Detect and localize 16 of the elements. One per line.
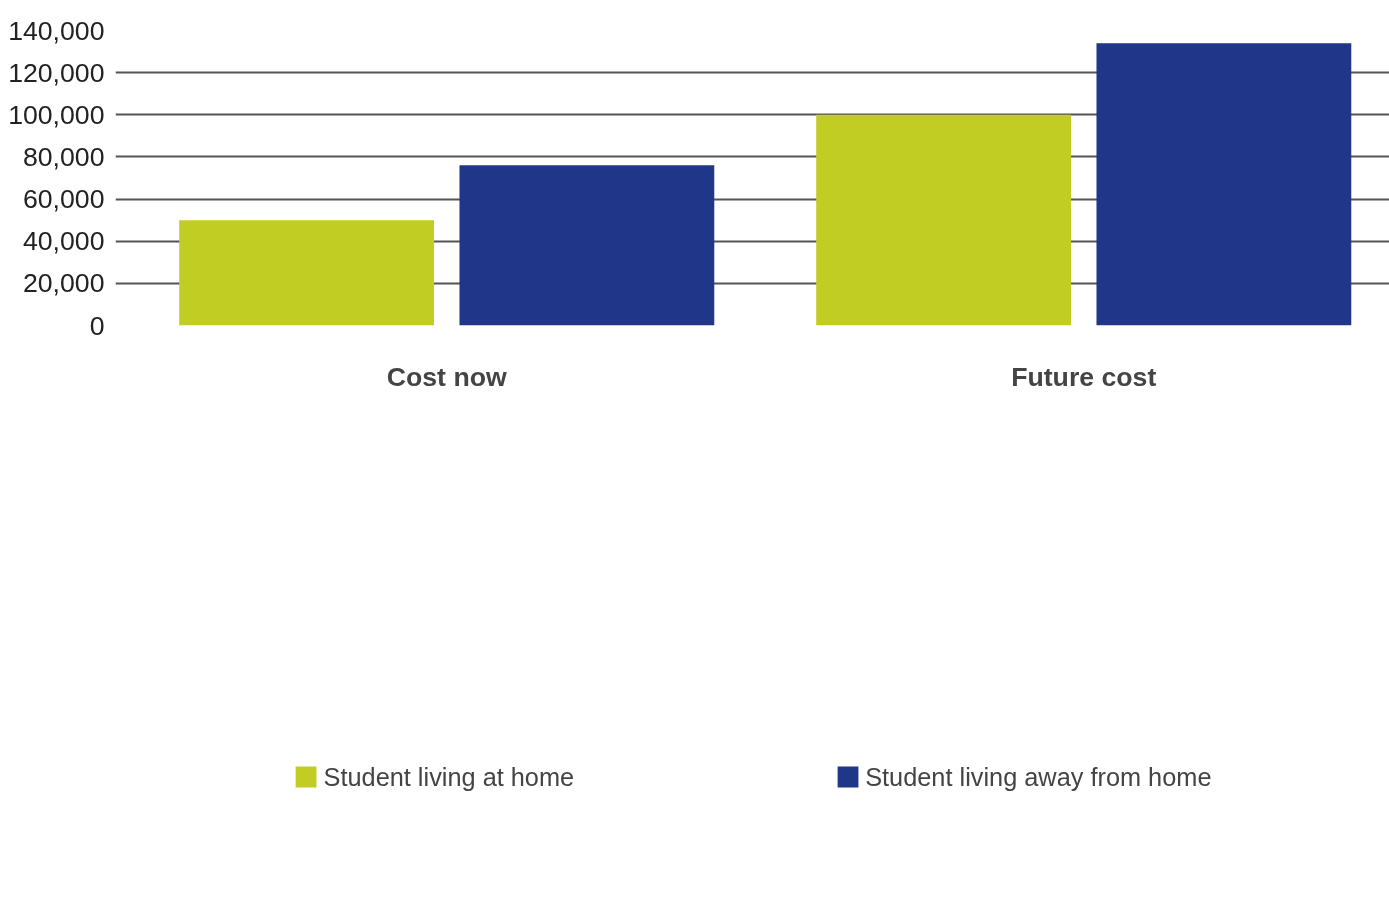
x-tick-label: Cost now bbox=[386, 361, 507, 392]
y-tick-label: 120,000 bbox=[8, 57, 105, 88]
bar bbox=[816, 114, 1071, 326]
bar bbox=[179, 220, 434, 326]
y-tick-label: 20,000 bbox=[22, 268, 105, 299]
bar bbox=[1096, 43, 1352, 326]
x-tick-label: Future cost bbox=[1011, 361, 1157, 392]
y-tick-label: 140,000 bbox=[8, 15, 105, 46]
bar bbox=[459, 165, 715, 326]
legend-label: Student living at home bbox=[323, 762, 575, 792]
y-tick-label: 60,000 bbox=[22, 184, 105, 215]
y-tick-label: 0 bbox=[89, 310, 105, 341]
y-tick-label: 40,000 bbox=[22, 226, 105, 257]
y-tick-label: 80,000 bbox=[22, 141, 105, 172]
y-tick-label: 100,000 bbox=[8, 99, 105, 130]
legend-label: Student living away from home bbox=[865, 762, 1212, 792]
